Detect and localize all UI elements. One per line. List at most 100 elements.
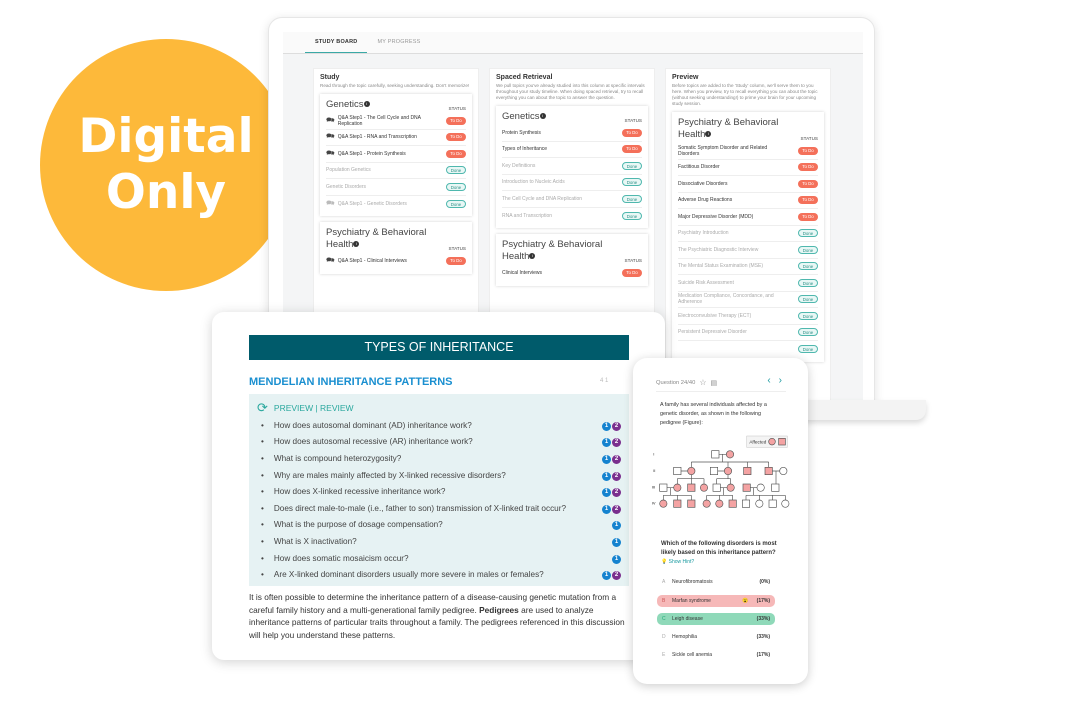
question-item[interactable]: How does somatic mosaicism occur? 1 (257, 550, 621, 567)
question-item[interactable]: Does direct male-to-male (i.e., father t… (257, 500, 621, 517)
level-1-badge[interactable]: 1 (612, 521, 621, 531)
topic-row[interactable]: Genetic Disorders Done (326, 179, 466, 196)
status-badge[interactable]: Done (622, 161, 642, 170)
topic-row[interactable]: Psychiatry Introduction Done (678, 226, 818, 242)
status-badge[interactable]: Done (798, 295, 818, 304)
tab-my-progress[interactable]: MY PROGRESS (377, 39, 421, 45)
level-2-badge[interactable]: 2 (612, 454, 621, 464)
topic-row[interactable]: Major Depressive Disorder (MDD) To Do (678, 209, 818, 226)
next-question-button[interactable]: › (778, 375, 782, 386)
status-badge[interactable]: Done (622, 194, 642, 203)
level-2-badge[interactable]: 2 (612, 504, 621, 514)
level-1-badge[interactable]: 1 (602, 454, 611, 464)
level-1-badge[interactable]: 1 (612, 554, 621, 564)
status-badge[interactable]: To Do (798, 212, 818, 221)
question-item[interactable]: Are X-linked dominant disorders usually … (257, 566, 621, 583)
status-badge[interactable]: Done (798, 278, 818, 287)
topic-row[interactable]: Protein Synthesis To Do (502, 125, 642, 142)
status-badge[interactable]: To Do (798, 146, 818, 155)
topic-row[interactable]: Electroconvulsive Therapy (ECT) Done (678, 308, 818, 325)
question-item[interactable]: Why are males mainly affected by X-linke… (257, 467, 621, 484)
status-badge[interactable]: To Do (446, 257, 466, 266)
topic-row[interactable]: Persistent Depressive Disorder Done (678, 325, 818, 341)
status-badge[interactable]: Done (798, 262, 818, 271)
question-item[interactable]: What is compound heterozygosity? 12 (257, 450, 621, 467)
status-badge[interactable]: To Do (446, 149, 466, 158)
topic-row[interactable]: The Cell Cycle and DNA Replication Done (502, 191, 642, 208)
status-badge[interactable]: Done (798, 229, 818, 238)
topic-row[interactable]: 🗪 Q&A Step1 - The Cell Cycle and DNA Repl… (326, 113, 466, 130)
status-badge[interactable]: Done (798, 328, 818, 337)
status-badge[interactable]: To Do (446, 133, 466, 142)
topic-row[interactable]: The Psychiatric Diagnostic Interview Done (678, 242, 818, 259)
status-badge[interactable]: To Do (798, 179, 818, 188)
question-item[interactable]: What is the purpose of dosage compensati… (257, 517, 621, 534)
level-2-badge[interactable]: 2 (612, 571, 621, 581)
question-item[interactable]: How does autosomal dominant (AD) inherit… (257, 417, 621, 434)
answer-option[interactable]: A Neurofibromatosis (0%) (657, 576, 775, 588)
level-2-badge[interactable]: 2 (612, 471, 621, 481)
level-2-badge[interactable]: 2 (612, 421, 621, 431)
level-1-badge[interactable]: 1 (602, 471, 611, 481)
info-icon[interactable]: i (529, 253, 536, 260)
topic-row[interactable]: Suicide Risk Assessment Done (678, 275, 818, 292)
level-1-badge[interactable]: 1 (602, 421, 611, 431)
topic-row[interactable]: 🗪 Q&A Step1 - Clinical Interviews To Do (326, 253, 466, 270)
topic-row[interactable]: Key Definitions Done (502, 158, 642, 175)
answer-option[interactable]: C Leigh disease (33%) (657, 613, 775, 625)
level-1-badge[interactable]: 1 (602, 488, 611, 498)
topic-row[interactable]: Medication Compliance, Concordance, and … (678, 292, 818, 308)
topic-row[interactable]: Somatic Symptom Disorder and Related Dis… (678, 143, 818, 160)
status-badge[interactable]: To Do (798, 163, 818, 172)
topic-row[interactable]: RNA and Transcription Done (502, 208, 642, 225)
star-icon[interactable]: ☆ (699, 378, 707, 387)
status-badge[interactable]: Done (798, 345, 818, 354)
question-item[interactable]: What is X inactivation? 1 (257, 533, 621, 550)
question-item[interactable]: How does X-linked recessive inheritance … (257, 483, 621, 500)
status-badge[interactable]: To Do (446, 116, 466, 125)
level-1-badge[interactable]: 1 (602, 571, 611, 581)
status-badge[interactable]: To Do (622, 269, 642, 278)
topic-name: Population Genetics (326, 167, 371, 174)
status-badge[interactable]: Done (798, 245, 818, 254)
status-badge[interactable]: Done (622, 178, 642, 187)
question-counts: 4 1 (600, 378, 609, 384)
status-badge[interactable]: Done (622, 211, 642, 220)
info-icon[interactable]: i (705, 131, 712, 138)
answer-option[interactable]: B Marfan syndrome 😮 (17%) (657, 595, 775, 607)
question-item[interactable]: How does autosomal recessive (AR) inheri… (257, 434, 621, 451)
status-badge[interactable]: To Do (622, 145, 642, 154)
answer-option[interactable]: E Sickle cell anemia (17%) (657, 649, 775, 661)
topic-row[interactable]: The Mental Status Examination (MSE) Done (678, 259, 818, 275)
topic-row[interactable]: Clinical Interviews To Do (502, 265, 642, 282)
show-hint-button[interactable]: 💡 Show Hint? (661, 559, 695, 565)
topic-row[interactable]: Adverse Drug Reactions To Do (678, 193, 818, 209)
status-badge[interactable]: Done (798, 311, 818, 320)
status-badge[interactable]: Done (446, 199, 466, 208)
topic-row[interactable]: Dissociative Disorders To Do (678, 176, 818, 193)
status-badge[interactable]: To Do (798, 196, 818, 205)
topic-row[interactable]: Population Genetics Done (326, 163, 466, 179)
tab-study-board[interactable]: STUDY BOARD (305, 32, 368, 53)
topic-row[interactable]: 🗪 Q&A Step1 - Protein Synthesis To Do (326, 146, 466, 163)
info-icon[interactable]: i (539, 113, 546, 120)
level-1-badge[interactable]: 1 (602, 504, 611, 514)
level-1-badge[interactable]: 1 (602, 438, 611, 448)
level-2-badge[interactable]: 2 (612, 438, 621, 448)
topic-row[interactable]: 🗪 Q&A Step1 - RNA and Transcription To Do (326, 130, 466, 146)
answer-option[interactable]: D Hemophilia (33%) (657, 631, 775, 643)
info-icon[interactable]: i (353, 241, 360, 248)
status-badge[interactable]: To Do (622, 128, 642, 137)
topic-row[interactable]: Introduction to Nucleic Acids Done (502, 175, 642, 191)
status-badge[interactable]: Done (446, 166, 466, 175)
level-2-badge[interactable]: 2 (612, 488, 621, 498)
info-icon[interactable]: i (363, 101, 370, 108)
notes-icon[interactable]: ▤ (710, 379, 718, 387)
level-1-badge[interactable]: 1 (612, 537, 621, 547)
topic-row[interactable]: Done (678, 341, 818, 358)
status-badge[interactable]: Done (446, 182, 466, 191)
topic-row[interactable]: Types of Inheritance To Do (502, 142, 642, 158)
topic-row[interactable]: 🗪 Q&A Step1 - Genetic Disorders Done (326, 196, 466, 213)
prev-question-button[interactable]: ‹ (767, 375, 771, 386)
topic-row[interactable]: Factitious Disorder To Do (678, 160, 818, 176)
